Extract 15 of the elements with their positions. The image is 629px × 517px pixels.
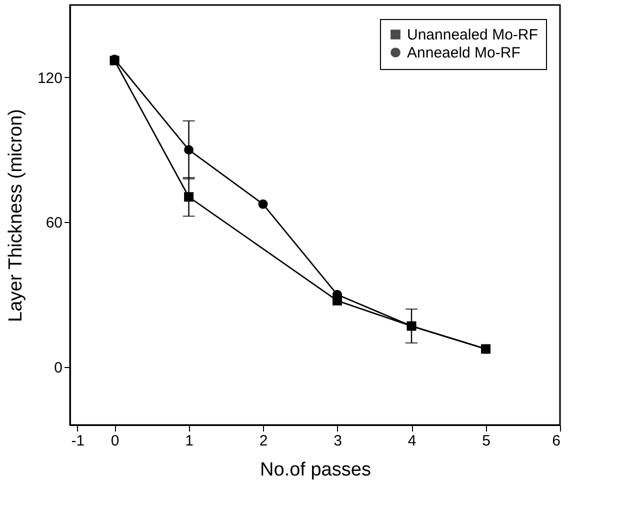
- legend-label: Unannealed Mo-RF: [407, 26, 538, 44]
- y-tick-label: 60: [46, 214, 62, 232]
- x-tick-label: 0: [110, 432, 120, 450]
- x-tick-label: 4: [408, 432, 416, 450]
- x-tick-label: 6: [552, 432, 560, 450]
- y-axis-title: Layer Thickness (micron): [5, 109, 26, 322]
- legend-label: Anneaeld Mo-RF: [407, 44, 520, 62]
- x-tick-label: 5: [482, 432, 490, 450]
- x-tick-label: 2: [259, 432, 268, 450]
- y-tick-label: 120: [37, 70, 62, 87]
- x-tick-label: 3: [334, 432, 342, 450]
- x-tick-label: -1: [71, 432, 85, 450]
- x-tick-label: 1: [185, 432, 194, 450]
- y-tick-label: 0: [54, 360, 62, 377]
- x-axis-title: No.of passes: [260, 460, 371, 480]
